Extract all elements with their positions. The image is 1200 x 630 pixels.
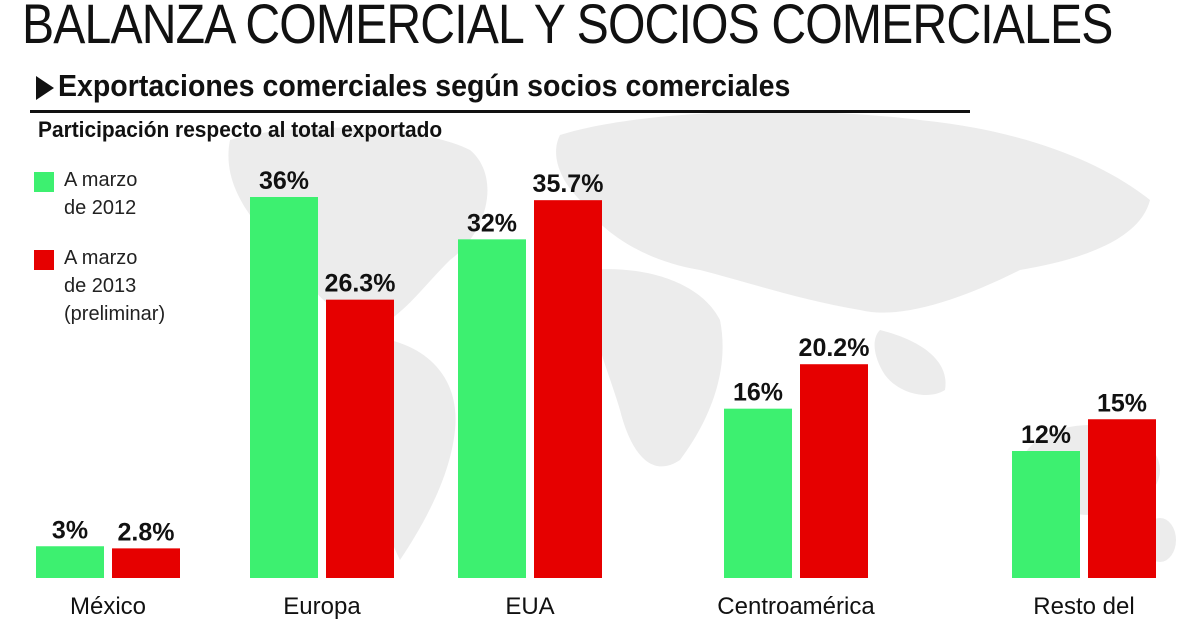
legend-item-2012: A marzo de 2012 (34, 166, 234, 222)
legend-label-2012: A marzo de 2012 (64, 169, 138, 219)
data-label-2013-3: 20.2% (799, 334, 870, 362)
bar-2012-0 (36, 546, 104, 578)
data-label-2013-2: 35.7% (533, 170, 604, 198)
data-label-2012-3: 16% (733, 379, 783, 407)
legend-swatch-2012 (34, 172, 54, 192)
category-label-3: Centroamérica (717, 593, 875, 620)
data-label-2013-1: 26.3% (325, 270, 396, 298)
category-label-4: Resto del (1033, 593, 1134, 620)
page-title: BALANZA COMERCIAL Y SOCIOS COMERCIALES (22, 0, 1113, 55)
chart-subtitle: Exportaciones comerciales según socios c… (58, 68, 791, 103)
data-label-2012-0: 3% (52, 516, 88, 544)
legend-swatch-2013 (34, 250, 54, 270)
bar-2013-3 (800, 364, 868, 578)
category-label-1: Europa (283, 593, 361, 620)
data-label-2012-1: 36% (259, 167, 309, 195)
bar-2013-1 (326, 299, 394, 578)
legend-label-2013: A marzo de 2013 (preliminar) (64, 247, 166, 325)
bar-2013-2 (534, 200, 602, 579)
triangle-right-icon (36, 76, 54, 100)
data-label-2012-2: 32% (467, 209, 517, 237)
bar-2012-4 (1012, 451, 1080, 578)
bar-2013-4 (1088, 419, 1156, 578)
category-label-2: EUA (505, 593, 554, 620)
bar-2012-1 (250, 197, 318, 578)
legend-item-2013: A marzo de 2013 (preliminar) (34, 244, 234, 328)
data-label-2013-4: 15% (1097, 389, 1147, 417)
data-label-2012-4: 12% (1021, 421, 1071, 449)
data-label-2013-0: 2.8% (118, 518, 175, 546)
axis-note: Participación respecto al total exportad… (38, 117, 443, 142)
bar-2013-0 (112, 548, 180, 578)
legend: A marzo de 2012 A marzo de 2013 (prelimi… (34, 166, 234, 350)
category-label-0: México (70, 593, 146, 620)
subtitle-bar: Exportaciones comerciales según socios c… (30, 66, 970, 113)
bar-2012-2 (458, 239, 526, 579)
bar-2012-3 (724, 408, 792, 578)
